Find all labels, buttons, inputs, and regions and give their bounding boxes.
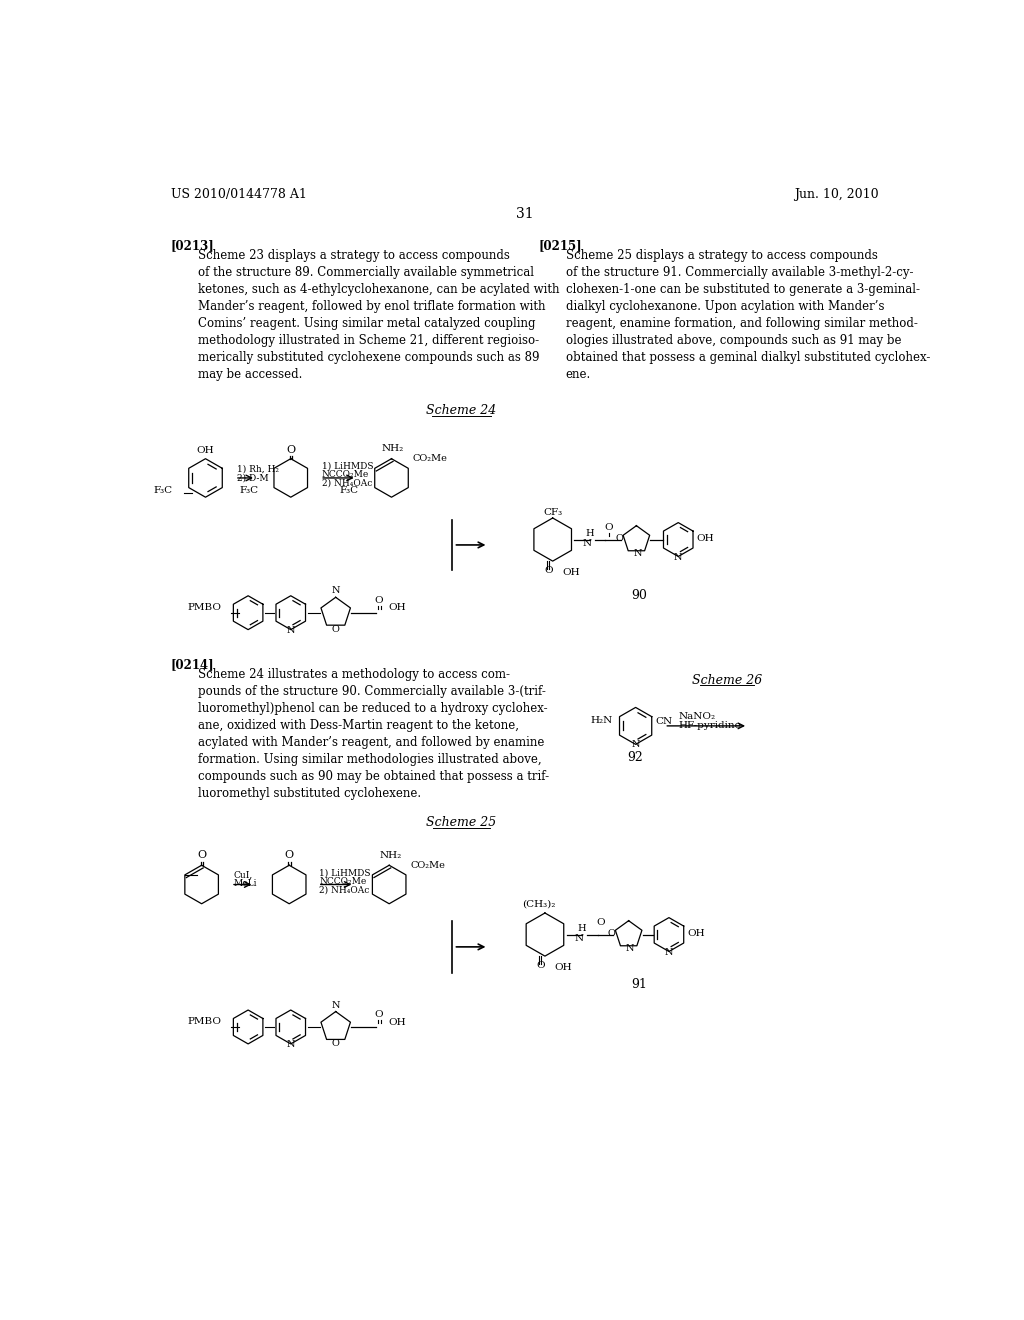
Text: 2) NH₄OAc: 2) NH₄OAc: [322, 479, 372, 487]
Text: 92: 92: [628, 751, 643, 764]
Text: Scheme 25: Scheme 25: [426, 816, 497, 829]
Text: OH: OH: [697, 535, 715, 543]
Text: NCCO₂Me: NCCO₂Me: [322, 470, 369, 479]
Text: O: O: [332, 624, 340, 634]
Text: N: N: [634, 549, 642, 558]
Text: NH₂: NH₂: [382, 444, 404, 453]
Text: N: N: [332, 586, 340, 595]
Text: 2) D-M: 2) D-M: [238, 474, 269, 483]
Text: H: H: [586, 529, 594, 537]
Text: N: N: [287, 626, 295, 635]
Text: CF₃: CF₃: [543, 508, 562, 517]
Text: H: H: [578, 924, 587, 933]
Text: OH: OH: [388, 1018, 407, 1027]
Text: 31: 31: [516, 207, 534, 222]
Text: F₃C: F₃C: [340, 486, 359, 495]
Text: 90: 90: [632, 589, 647, 602]
Text: N: N: [332, 1001, 340, 1010]
Text: O: O: [607, 929, 615, 939]
Text: Scheme 25 displays a strategy to access compounds
of the structure 91. Commercia: Scheme 25 displays a strategy to access …: [566, 249, 930, 381]
Text: [0213]: [0213]: [171, 239, 214, 252]
Text: O: O: [197, 850, 206, 861]
Text: 1) Rh, H₂: 1) Rh, H₂: [238, 465, 280, 474]
Text: H₂N: H₂N: [590, 715, 612, 725]
Text: CN: CN: [655, 717, 673, 726]
Text: O: O: [615, 535, 624, 543]
Text: OH: OH: [687, 929, 706, 939]
Text: N: N: [574, 933, 584, 942]
Text: Scheme 23 displays a strategy to access compounds
of the structure 89. Commercia: Scheme 23 displays a strategy to access …: [198, 249, 559, 381]
Text: Scheme 24: Scheme 24: [426, 404, 497, 417]
Text: US 2010/0144778 A1: US 2010/0144778 A1: [171, 189, 306, 202]
Text: HF-pyridine: HF-pyridine: [678, 721, 741, 730]
Text: Scheme 26: Scheme 26: [692, 673, 762, 686]
Text: 1) LiHMDS: 1) LiHMDS: [319, 869, 371, 878]
Text: NH₂: NH₂: [380, 850, 401, 859]
Text: O: O: [537, 961, 546, 970]
Text: MeLi: MeLi: [233, 879, 257, 888]
Text: Jun. 10, 2010: Jun. 10, 2010: [795, 189, 879, 202]
Text: CO₂Me: CO₂Me: [413, 454, 447, 463]
Text: O: O: [604, 523, 612, 532]
Text: O: O: [332, 1039, 340, 1048]
Text: CuI,: CuI,: [233, 871, 253, 879]
Text: 2) NH₄OAc: 2) NH₄OAc: [319, 886, 370, 894]
Text: N: N: [665, 948, 673, 957]
Text: [0214]: [0214]: [171, 659, 214, 671]
Text: PMBO: PMBO: [187, 1016, 222, 1026]
Text: Scheme 24 illustrates a methodology to access com-
pounds of the structure 90. C: Scheme 24 illustrates a methodology to a…: [198, 668, 549, 800]
Text: NCCO₂Me: NCCO₂Me: [319, 876, 367, 886]
Text: OH: OH: [554, 964, 571, 972]
Text: O: O: [545, 566, 553, 576]
Text: N: N: [583, 539, 592, 548]
Text: N: N: [632, 741, 640, 750]
Text: O: O: [285, 850, 294, 861]
Text: F₃C: F₃C: [154, 486, 173, 495]
Text: O: O: [374, 595, 383, 605]
Text: PMBO: PMBO: [187, 603, 222, 611]
Text: N: N: [626, 944, 635, 953]
Text: CO₂Me: CO₂Me: [410, 861, 445, 870]
Text: O: O: [374, 1010, 383, 1019]
Text: 91: 91: [632, 978, 647, 991]
Text: 1) LiHMDS: 1) LiHMDS: [322, 462, 374, 471]
Text: N: N: [674, 553, 683, 561]
Text: [0215]: [0215]: [539, 239, 583, 252]
Text: OH: OH: [388, 603, 407, 612]
Text: OH: OH: [562, 568, 580, 577]
Text: (CH₃)₂: (CH₃)₂: [522, 900, 555, 909]
Text: F₃C: F₃C: [239, 486, 258, 495]
Text: NaNO₂: NaNO₂: [678, 711, 716, 721]
Text: O: O: [596, 919, 605, 928]
Text: N: N: [287, 1040, 295, 1049]
Text: OH: OH: [197, 446, 214, 455]
Text: O: O: [286, 445, 295, 454]
